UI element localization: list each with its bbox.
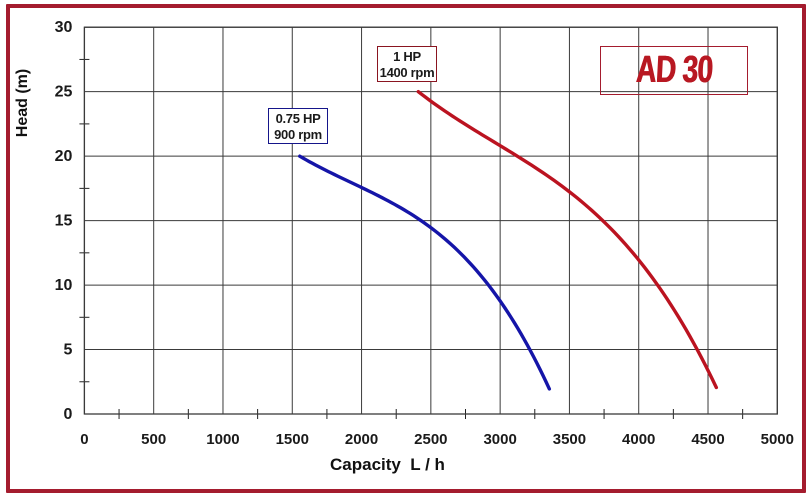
svg-text:4500: 4500 xyxy=(691,431,724,448)
svg-text:3000: 3000 xyxy=(483,431,516,448)
svg-text:0: 0 xyxy=(63,406,72,423)
svg-text:500: 500 xyxy=(141,431,166,448)
svg-text:10: 10 xyxy=(55,277,73,294)
svg-text:5: 5 xyxy=(63,342,72,359)
svg-text:20: 20 xyxy=(55,148,73,165)
svg-text:2000: 2000 xyxy=(345,431,378,448)
svg-text:30: 30 xyxy=(55,19,73,36)
svg-text:4000: 4000 xyxy=(622,431,655,448)
svg-text:0: 0 xyxy=(80,431,88,448)
svg-text:1000: 1000 xyxy=(206,431,239,448)
svg-text:25: 25 xyxy=(55,84,73,101)
svg-text:1500: 1500 xyxy=(276,431,309,448)
svg-text:5000: 5000 xyxy=(761,431,794,448)
svg-text:2500: 2500 xyxy=(414,431,447,448)
svg-text:15: 15 xyxy=(55,213,73,230)
svg-text:3500: 3500 xyxy=(553,431,586,448)
